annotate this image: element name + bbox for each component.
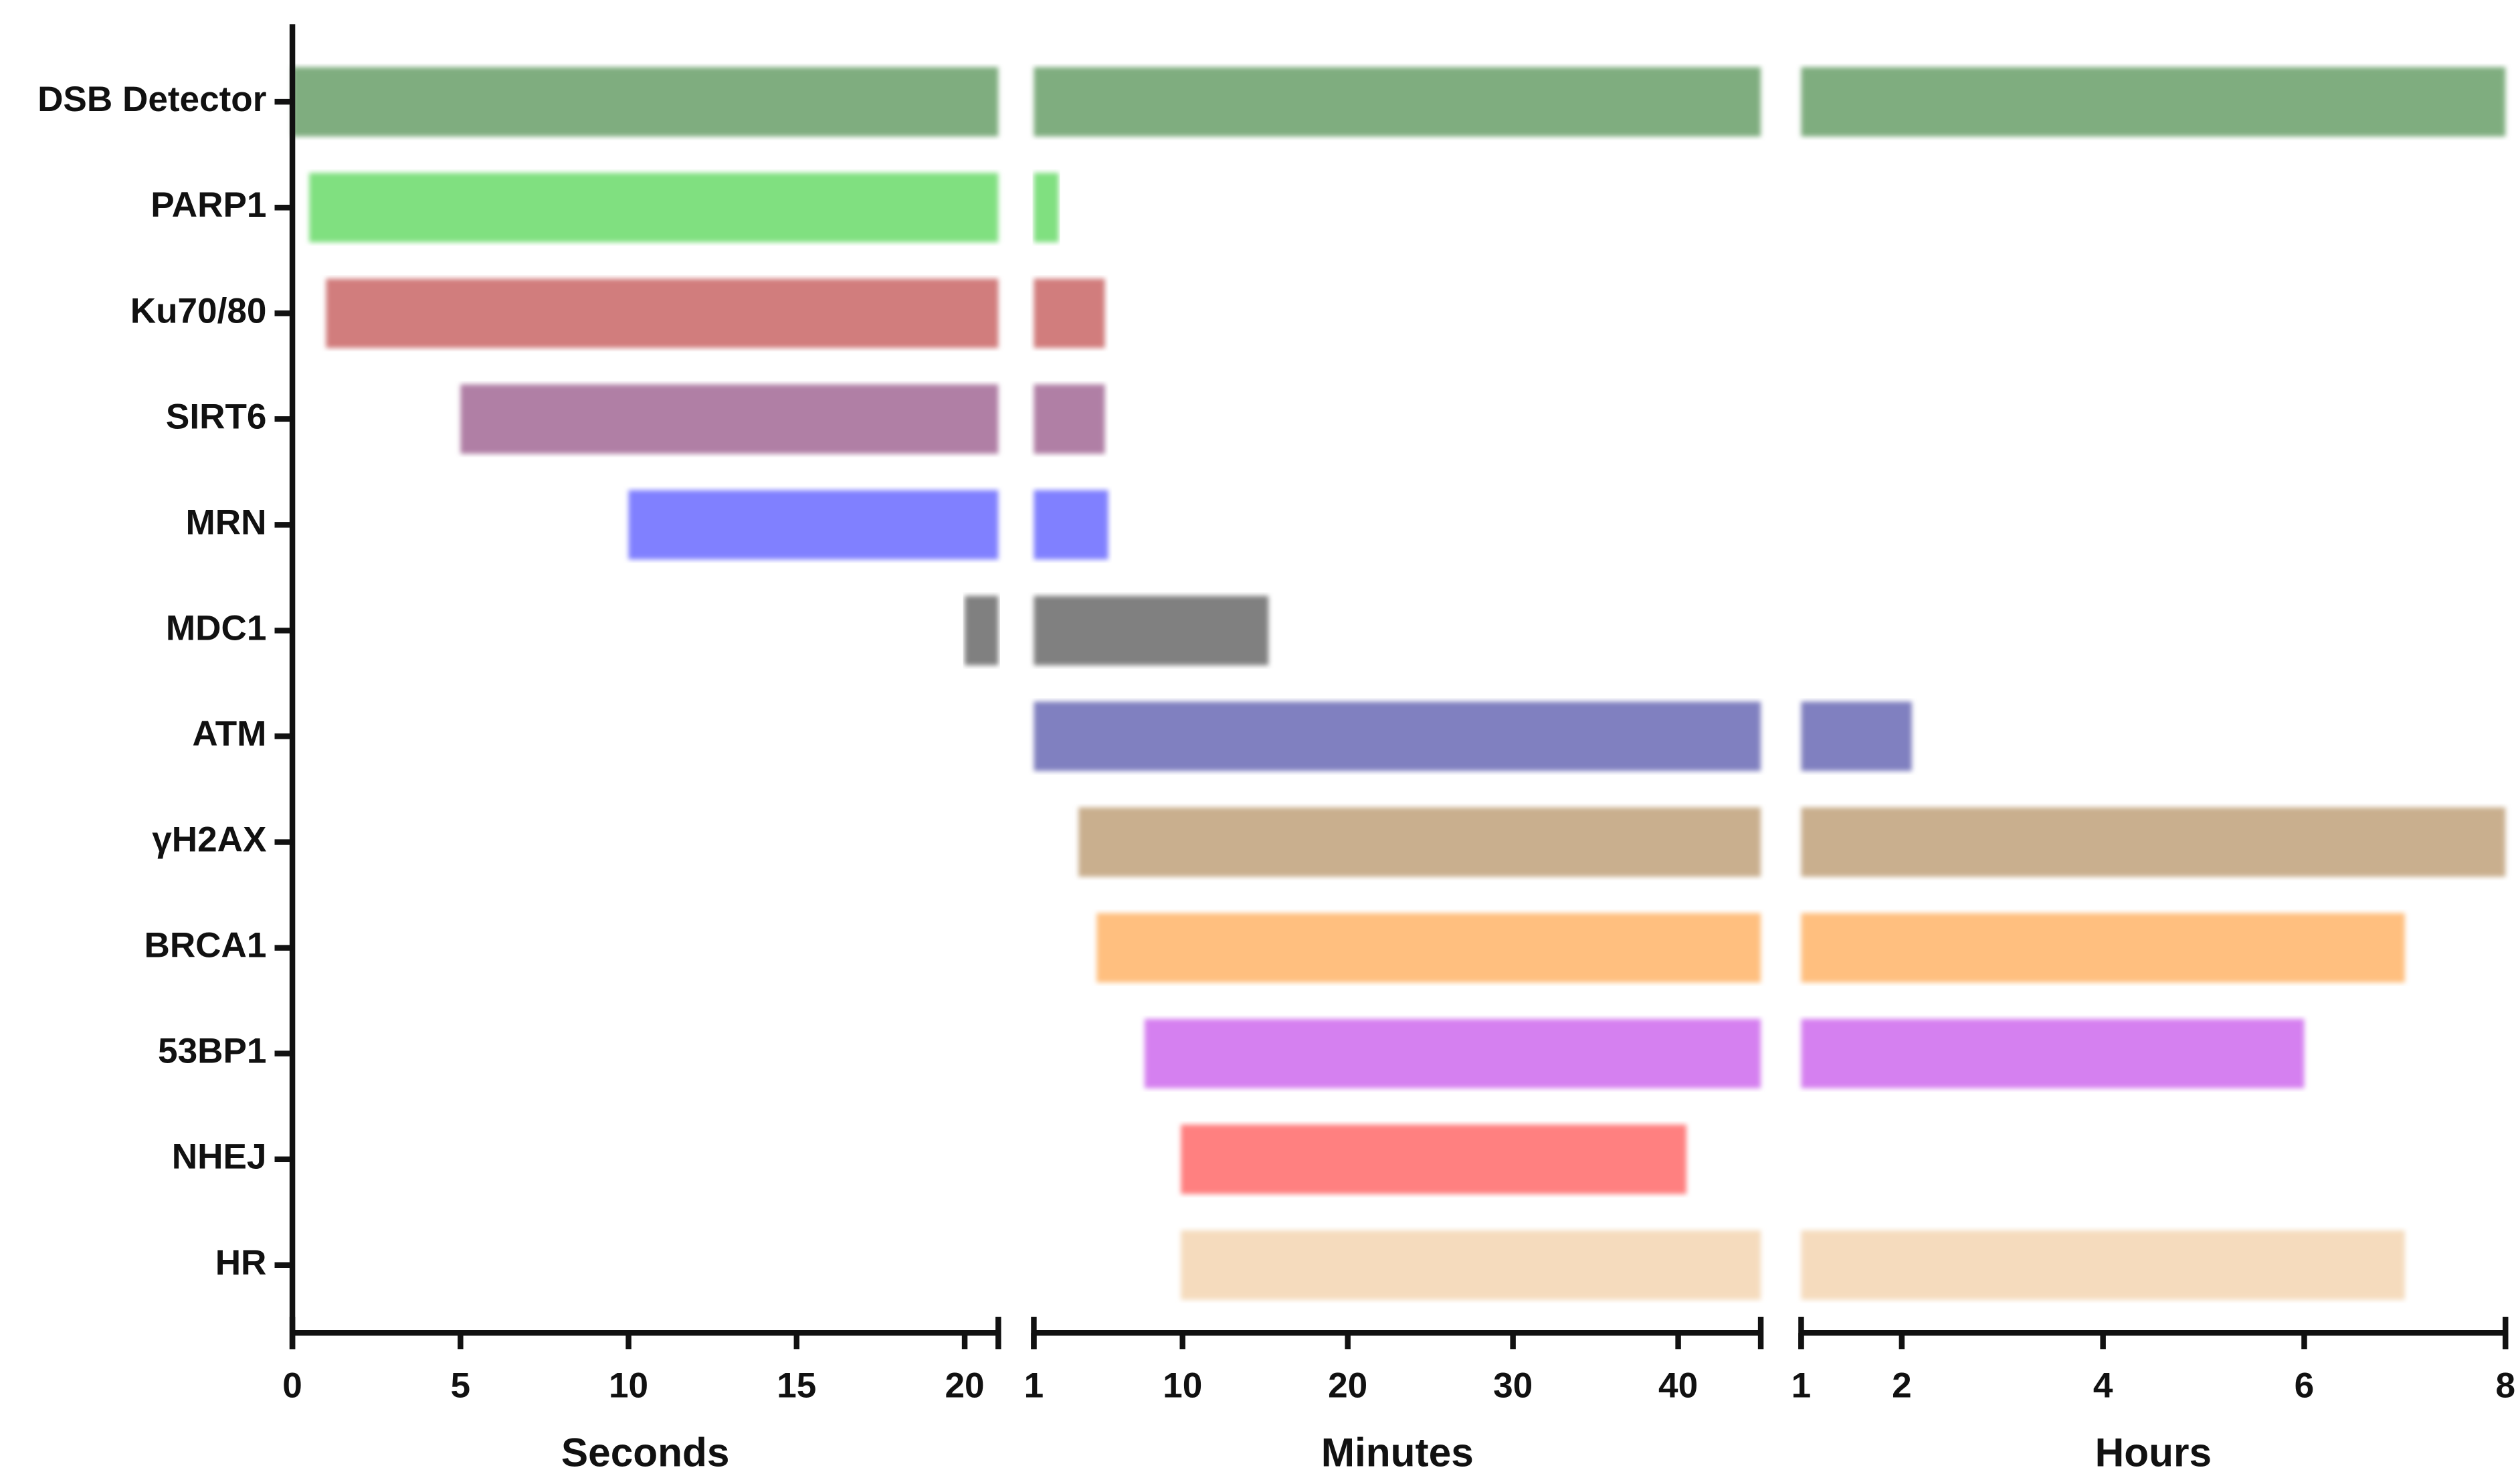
x-tick-label: 0 — [282, 1366, 302, 1405]
bar — [1034, 595, 1269, 666]
bar — [1801, 807, 2506, 877]
category-label: 53BP1 — [158, 1032, 266, 1071]
category-label: BRCA1 — [144, 926, 266, 965]
bar — [1801, 1018, 2305, 1089]
x-tick-label: 20 — [945, 1366, 985, 1405]
bar — [1801, 701, 1912, 771]
category-label: PARP1 — [151, 185, 266, 225]
category-label: MRN — [185, 502, 266, 542]
x-axis-label: Hours — [2095, 1430, 2212, 1475]
bar — [1096, 913, 1761, 983]
bar — [1078, 807, 1761, 877]
bar — [1181, 1230, 1761, 1300]
bar — [1144, 1018, 1761, 1089]
x-axis-label: Minutes — [1321, 1430, 1474, 1475]
category-label: MDC1 — [166, 608, 267, 648]
x-tick-label: 10 — [609, 1366, 648, 1405]
category-label: HR — [215, 1243, 267, 1283]
bar — [1181, 1124, 1686, 1194]
x-tick-label: 5 — [451, 1366, 471, 1405]
category-label: SIRT6 — [166, 397, 267, 436]
bar — [1801, 1230, 2405, 1300]
bar — [628, 490, 999, 560]
x-tick-label: 40 — [1658, 1366, 1698, 1405]
x-tick-label: 8 — [2495, 1366, 2515, 1405]
category-label: ATM — [192, 715, 266, 754]
bar — [1034, 67, 1761, 137]
x-tick-label: 1 — [1791, 1366, 1812, 1405]
x-tick-label: 15 — [777, 1366, 816, 1405]
bar — [460, 384, 999, 454]
x-tick-label: 6 — [2295, 1366, 2315, 1405]
category-label: Ku70/80 — [130, 291, 267, 331]
category-label: γH2AX — [152, 820, 266, 860]
bar — [292, 67, 999, 137]
bar — [1801, 67, 2506, 137]
bar — [1034, 384, 1105, 454]
x-tick-label: 10 — [1163, 1366, 1202, 1405]
bar — [326, 278, 999, 349]
x-tick-label: 1 — [1024, 1366, 1044, 1405]
bar — [1034, 278, 1105, 349]
bar — [1034, 173, 1059, 243]
x-tick-label: 30 — [1493, 1366, 1533, 1405]
x-tick-label: 2 — [1892, 1366, 1912, 1405]
category-label: NHEJ — [172, 1137, 267, 1177]
x-tick-label: 20 — [1328, 1366, 1367, 1405]
bar — [1034, 701, 1761, 771]
bar — [1801, 913, 2405, 983]
bar — [965, 595, 999, 666]
bar — [309, 173, 999, 243]
x-tick-label: 4 — [2093, 1366, 2113, 1405]
category-label: DSB Detector — [37, 80, 266, 119]
bar — [1034, 490, 1108, 560]
x-axis-label: Seconds — [561, 1430, 730, 1475]
